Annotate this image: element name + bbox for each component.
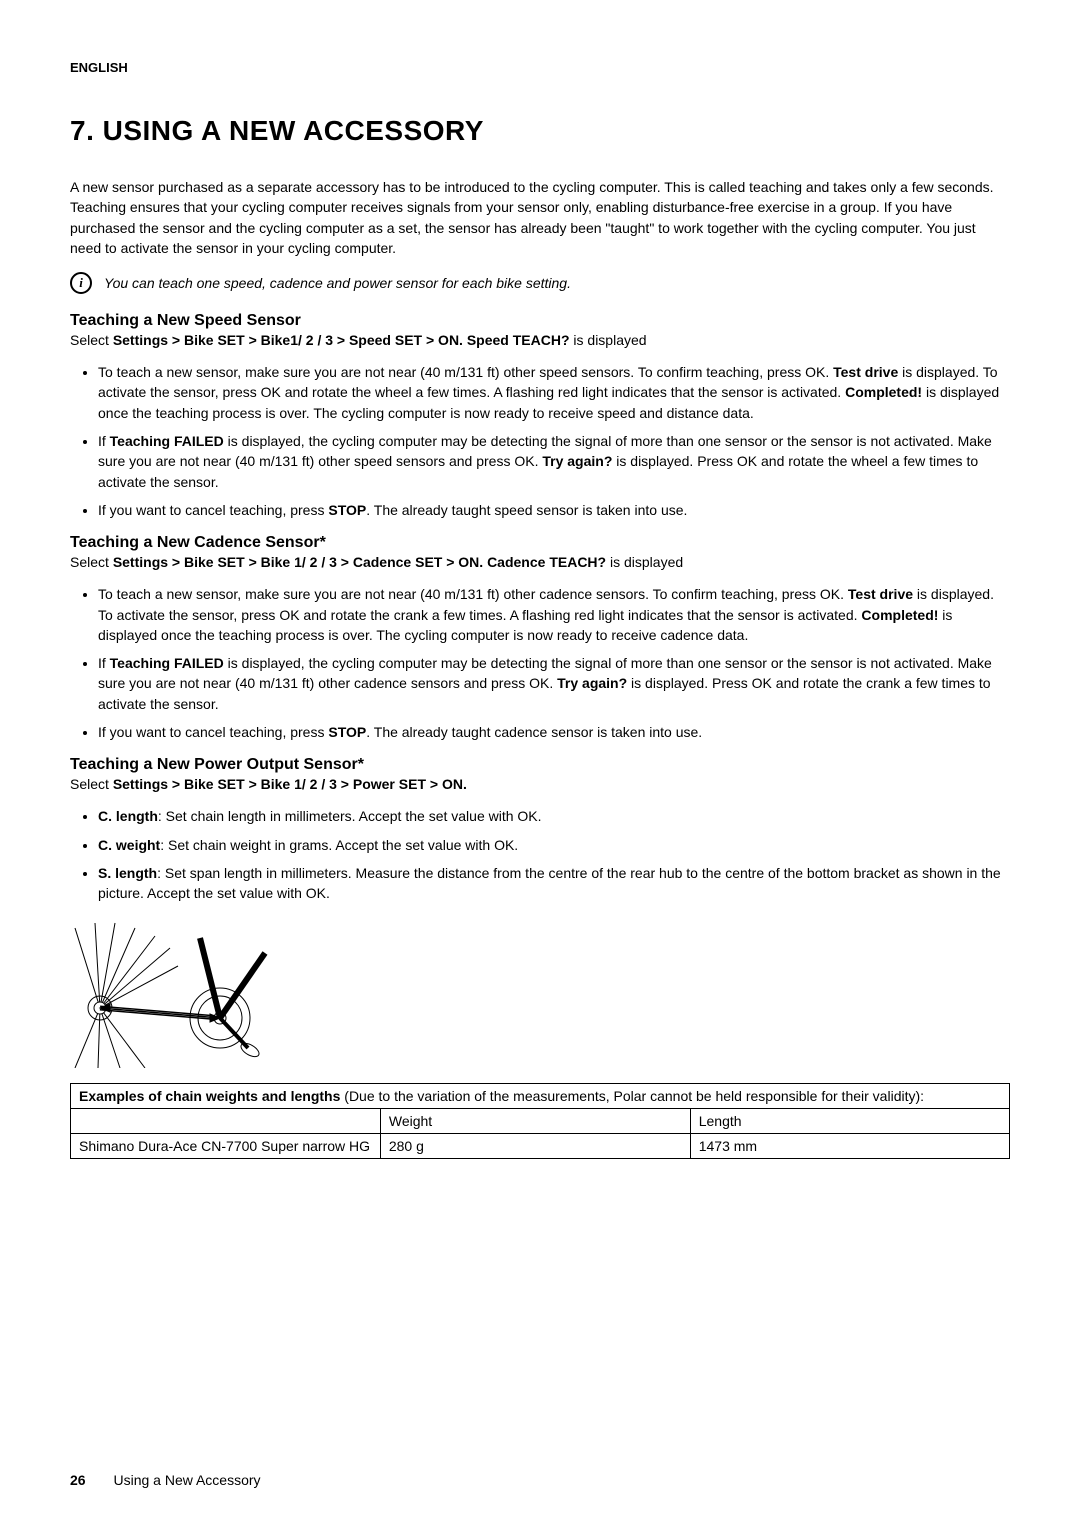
speed-list: To teach a new sensor, make sure you are…: [70, 362, 1010, 520]
list-item: If Teaching FAILED is displayed, the cyc…: [98, 431, 1010, 492]
cadence-heading: Teaching a New Cadence Sensor*: [70, 534, 1010, 552]
text: : Set span length in millimeters. Measur…: [98, 865, 1001, 901]
text: Select: [70, 776, 113, 792]
text: Select: [70, 554, 113, 570]
cadence-select-line: Select Settings > Bike SET > Bike 1/ 2 /…: [70, 554, 1010, 570]
span-length-diagram: [70, 918, 1010, 1073]
table-header-cell: Weight: [380, 1108, 690, 1133]
table-header-cell: [71, 1108, 381, 1133]
text: : Set chain length in millimeters. Accep…: [158, 808, 542, 824]
info-note-text: You can teach one speed, cadence and pow…: [104, 275, 571, 291]
info-note: i You can teach one speed, cadence and p…: [70, 272, 1010, 294]
text-bold: Settings > Bike SET > Bike 1/ 2 / 3 > Ca…: [113, 554, 606, 570]
table-cell: 1473 mm: [690, 1133, 1009, 1158]
chain-table: Examples of chain weights and lengths (D…: [70, 1083, 1010, 1159]
chapter-title: 7. USING A NEW ACCESSORY: [70, 115, 1010, 147]
text: If you want to cancel teaching, press: [98, 724, 328, 740]
list-item: To teach a new sensor, make sure you are…: [98, 362, 1010, 423]
speed-select-line: Select Settings > Bike SET > Bike1/ 2 / …: [70, 332, 1010, 348]
text: . The already taught cadence sensor is t…: [366, 724, 702, 740]
text: : Set chain weight in grams. Accept the …: [160, 837, 518, 853]
text: . The already taught speed sensor is tak…: [366, 502, 687, 518]
page-number: 26: [70, 1472, 86, 1488]
power-select-line: Select Settings > Bike SET > Bike 1/ 2 /…: [70, 776, 1010, 792]
table-cell: Shimano Dura-Ace CN-7700 Super narrow HG: [71, 1133, 381, 1158]
table-header-row: Weight Length: [71, 1108, 1010, 1133]
power-list: C. length: Set chain length in millimete…: [70, 806, 1010, 903]
text-bold: Settings > Bike SET > Bike1/ 2 / 3 > Spe…: [113, 332, 570, 348]
text-bold: STOP: [328, 724, 366, 740]
table-caption: Examples of chain weights and lengths (D…: [71, 1083, 1010, 1108]
text-bold: Test drive: [833, 364, 898, 380]
page: ENGLISH 7. USING A NEW ACCESSORY A new s…: [0, 0, 1080, 1528]
text-bold: C. weight: [98, 837, 160, 853]
list-item: If Teaching FAILED is displayed, the cyc…: [98, 653, 1010, 714]
text: To teach a new sensor, make sure you are…: [98, 364, 833, 380]
text-bold: Try again?: [542, 453, 612, 469]
text-bold: Try again?: [557, 675, 627, 691]
list-item: S. length: Set span length in millimeter…: [98, 863, 1010, 904]
intro-paragraph: A new sensor purchased as a separate acc…: [70, 177, 1010, 258]
text-bold: Teaching FAILED: [110, 433, 224, 449]
text-bold: Settings > Bike SET > Bike 1/ 2 / 3 > Po…: [113, 776, 467, 792]
text: If: [98, 655, 110, 671]
text-bold: Test drive: [848, 586, 913, 602]
page-footer: 26 Using a New Accessory: [70, 1472, 261, 1488]
text: If: [98, 433, 110, 449]
table-header-cell: Length: [690, 1108, 1009, 1133]
table-row: Shimano Dura-Ace CN-7700 Super narrow HG…: [71, 1133, 1010, 1158]
speed-heading: Teaching a New Speed Sensor: [70, 312, 1010, 330]
list-item: C. weight: Set chain weight in grams. Ac…: [98, 835, 1010, 855]
list-item: If you want to cancel teaching, press ST…: [98, 722, 1010, 742]
text: (Due to the variation of the measurement…: [344, 1088, 924, 1104]
footer-section: Using a New Accessory: [113, 1472, 260, 1488]
text: is displayed: [606, 554, 683, 570]
text: Select: [70, 332, 113, 348]
text-bold: S. length: [98, 865, 157, 881]
table-cell: 280 g: [380, 1133, 690, 1158]
text-bold: Teaching FAILED: [110, 655, 224, 671]
text: If you want to cancel teaching, press: [98, 502, 328, 518]
cadence-list: To teach a new sensor, make sure you are…: [70, 584, 1010, 742]
text: To teach a new sensor, make sure you are…: [98, 586, 848, 602]
info-icon: i: [70, 272, 92, 294]
list-item: If you want to cancel teaching, press ST…: [98, 500, 1010, 520]
list-item: To teach a new sensor, make sure you are…: [98, 584, 1010, 645]
page-header-lang: ENGLISH: [70, 60, 1010, 75]
list-item: C. length: Set chain length in millimete…: [98, 806, 1010, 826]
text: is displayed: [570, 332, 647, 348]
text-bold: Completed!: [861, 607, 938, 623]
text-bold: Completed!: [845, 384, 922, 400]
text-bold: C. length: [98, 808, 158, 824]
text-bold: STOP: [328, 502, 366, 518]
text-bold: Examples of chain weights and lengths: [79, 1088, 344, 1104]
power-heading: Teaching a New Power Output Sensor*: [70, 756, 1010, 774]
